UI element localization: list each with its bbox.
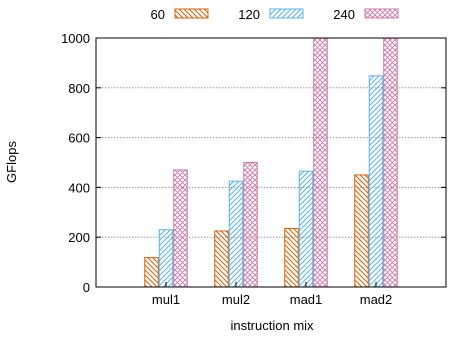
- bar-mad1-60: [284, 227, 299, 288]
- bar-mul2-60: [214, 230, 229, 288]
- bars: [144, 37, 398, 288]
- y-tick-label: 400: [68, 180, 90, 195]
- y-axis-label: GFlops: [4, 141, 19, 183]
- legend-swatch-240: [364, 8, 399, 19]
- x-axis-label: instruction mix: [230, 318, 314, 333]
- bar-mul1-120: [158, 229, 174, 288]
- y-axis-ticks: 0 200 400 600 800 1000: [61, 31, 446, 295]
- y-tick-label: 800: [68, 81, 90, 96]
- legend-swatch-120: [269, 8, 304, 19]
- bar-mad2-240: [383, 37, 398, 288]
- bar-mad2-120: [368, 75, 384, 288]
- x-axis-ticks: mul1 mul2 mad1 mad2: [152, 282, 392, 307]
- y-tick-label: 0: [83, 280, 90, 295]
- bar-mul2-240: [243, 162, 258, 288]
- x-tick-label: mul2: [222, 292, 250, 307]
- legend: 60 120 240: [151, 7, 399, 22]
- plot-frame: [95, 37, 447, 288]
- x-tick-label: mul1: [152, 292, 180, 307]
- x-tick-label: mad1: [290, 292, 323, 307]
- bar-mul2-120: [228, 180, 244, 288]
- legend-swatch-60: [174, 8, 209, 19]
- x-tick-label: mad2: [360, 292, 393, 307]
- bar-mul1-240: [173, 169, 188, 288]
- y-tick-label: 600: [68, 131, 90, 146]
- legend-label: 240: [333, 7, 355, 22]
- legend-label: 120: [238, 7, 260, 22]
- y-tick-label: 200: [68, 230, 90, 245]
- legend-label: 60: [151, 7, 165, 22]
- bar-mul1-60: [144, 257, 159, 288]
- y-tick-label: 1000: [61, 31, 90, 46]
- bar-mad1-240: [313, 37, 328, 288]
- bar-mad2-60: [354, 174, 369, 288]
- bar-mad1-120: [298, 170, 314, 288]
